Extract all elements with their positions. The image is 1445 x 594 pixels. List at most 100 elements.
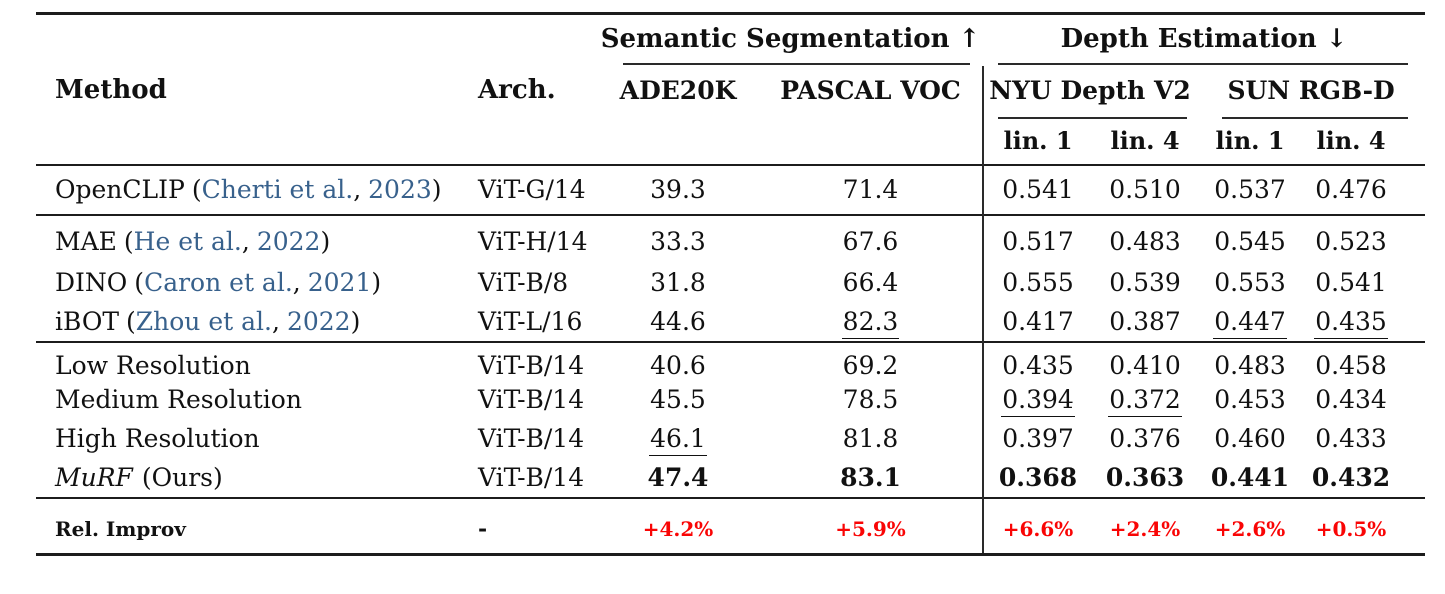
group-header-depth: Depth Estimation ↓ [1060,24,1348,54]
ade20k-value: 46.1 [598,419,758,458]
arch-cell: ViT-B/14 [478,463,585,492]
method-cell: High Resolution [55,424,260,453]
col-header-sun-lin4: lin. 4 [1316,126,1386,155]
method-cell: OpenCLIP (Cherti et al., 2023) [36,164,456,214]
table-row-rel-improv: Rel. Improv - +4.2% +5.9% +6.6% +2.4% +2… [36,497,1425,555]
table-row-murf-ours: MuRF (Ours) ViT-B/14 47.4 83.1 0.368 0.36… [36,458,1425,497]
citation-link[interactable]: He et al. [133,227,242,256]
citation-paren-close: ) [320,227,331,256]
citation-link[interactable]: Caron et al. [144,267,293,297]
table-row-low-resolution: Low Resolution ViT-B/14 40.6 69.2 0.435 … [36,341,1425,380]
citation-paren-close: ) [350,307,361,336]
arch-cell: ViT-L/16 [478,307,583,336]
table-row-ibot: iBOT (Zhou et al., 2022) ViT-L/16 44.6 82.… [36,302,1425,341]
rel-improv-label: Rel. Improv [55,516,186,541]
pascal-voc-value: 83.1 [840,463,901,492]
ade20k-value: 45.5 [650,385,706,414]
nyu-lin1-value: 0.417 [1002,307,1074,336]
nyu-lin4-improvement: +2.4% [1109,516,1181,541]
results-table: Method Arch. Semantic Segmentation ↑ Dep… [36,15,1425,555]
ade20k-value: 47.4 [647,463,709,492]
sun-lin1-value: 0.447 [1197,302,1303,341]
col-header-nyu-depth: NYU Depth V2 [989,75,1191,105]
nyu-lin1-value: 0.541 [1002,174,1074,204]
pascal-voc-value: 82.3 [758,302,983,341]
citation-link[interactable]: Cherti et al. [201,174,354,204]
col-header-sun-lin1: lin. 1 [1215,126,1285,155]
citation-comma: , [241,227,250,256]
ours-suffix: (Ours) [141,463,223,492]
nyu-lin4-value: 0.376 [1109,424,1181,453]
cmidrule-sun [1222,117,1408,119]
rule-top [36,12,1425,15]
header-row-groups: Method Arch. Semantic Segmentation ↑ Dep… [36,15,1425,105]
sun-lin4-improvement: +0.5% [1315,516,1387,541]
rule-above-rel-improv [36,497,1425,499]
sun-lin4-value: 0.435 [1303,302,1425,341]
col-header-method: Method [55,74,167,105]
pascal-voc-improvement: +5.9% [835,516,906,541]
underlined-value: 0.372 [1108,385,1182,417]
citation-year-link[interactable]: 2023 [368,174,432,204]
pascal-voc-value: 78.5 [842,385,899,414]
arch-cell: ViT-B/14 [478,385,585,414]
arch-cell: ViT-B/14 [478,424,585,453]
col-header-nyu-lin4: lin. 4 [1110,126,1180,155]
pascal-voc-value: 66.4 [842,267,899,297]
rule-after-baselines [36,341,1425,343]
method-name: DINO [55,267,128,297]
col-header-ade20k: ADE20K [619,75,737,105]
sun-lin1-value: 0.483 [1214,350,1286,380]
nyu-lin4-value: 0.483 [1109,227,1181,256]
sun-lin4-value: 0.433 [1315,424,1387,453]
col-header-arch: Arch. [478,74,556,105]
citation-paren-open: ( [134,267,145,297]
method-name: OpenCLIP [55,174,185,204]
sun-lin1-value: 0.553 [1214,267,1286,297]
citation-link[interactable]: Zhou et al. [135,307,272,336]
citation-comma: , [292,267,301,297]
pascal-voc-value: 81.8 [842,424,899,453]
nyu-lin4-value: 0.410 [1109,350,1181,380]
ade20k-value: 33.3 [650,227,706,256]
nyu-lin1-value: 0.394 [983,380,1093,419]
citation-comma: , [353,174,362,204]
sun-lin1-value: 0.460 [1214,424,1286,453]
citation-paren-close: ) [371,267,382,297]
nyu-lin1-value: 0.397 [1002,424,1074,453]
method-cell: DINO (Caron et al., 2021) [36,262,456,302]
rule-header-bottom [36,164,1425,166]
underlined-value: 46.1 [649,424,707,456]
column-separator [982,66,984,553]
method-cell: MAE (He et al., 2022) [36,214,456,262]
citation-year-link[interactable]: 2021 [307,267,372,297]
sun-lin1-value: 0.453 [1214,385,1286,414]
citation-year-link[interactable]: 2022 [256,227,321,256]
arch-cell: - [478,515,488,542]
citation-year-link[interactable]: 2022 [286,307,351,336]
method-cell: Medium Resolution [55,385,302,414]
cmidrule-depth [998,63,1408,65]
table-row-openclip: OpenCLIP (Cherti et al., 2023) ViT-G/14 39… [36,164,1425,214]
table-row-medium-resolution: Medium Resolution ViT-B/14 45.5 78.5 0.3… [36,380,1425,419]
sun-lin1-value: 0.537 [1214,174,1286,204]
citation-paren-close: ) [431,174,442,204]
col-header-pascal-voc: PASCAL VOC [780,75,961,105]
method-cell: Low Resolution [55,350,251,380]
underlined-value: 0.435 [1314,307,1388,339]
sun-lin1-improvement: +2.6% [1214,516,1286,541]
arch-cell: ViT-B/8 [478,267,569,297]
nyu-lin1-value: 0.517 [1002,227,1074,256]
citation-paren-open: ( [123,227,134,256]
empty-header-cell [598,117,758,164]
sun-lin4-value: 0.541 [1315,267,1387,297]
method-name: iBOT [55,307,120,336]
method-name: MAE [55,227,117,256]
sun-lin1-value: 0.545 [1214,227,1286,256]
nyu-lin4-value: 0.387 [1109,307,1181,336]
nyu-lin4-value: 0.372 [1093,380,1197,419]
sun-lin4-value: 0.432 [1311,463,1391,492]
sun-lin4-value: 0.434 [1315,385,1387,414]
sun-lin4-value: 0.458 [1315,350,1387,380]
arch-cell: ViT-B/14 [478,350,585,380]
